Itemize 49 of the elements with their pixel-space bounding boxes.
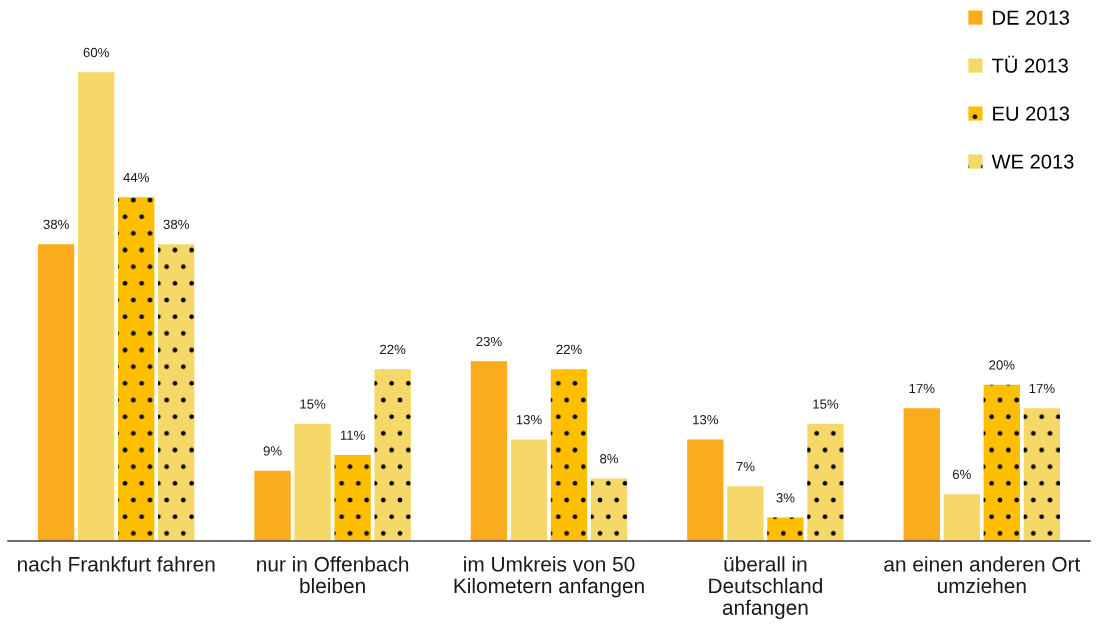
data-label: 38% bbox=[43, 219, 69, 230]
data-label: 7% bbox=[736, 461, 755, 472]
bar bbox=[294, 423, 331, 541]
bar bbox=[158, 244, 195, 541]
x-tick-label: im Umkreis von 50 Kilometern anfangen bbox=[454, 556, 644, 598]
legend-label: TÜ 2013 bbox=[991, 55, 1068, 73]
data-label: 15% bbox=[300, 399, 326, 409]
data-label: 9% bbox=[263, 446, 282, 456]
data-label: 3% bbox=[776, 493, 795, 503]
bar bbox=[767, 517, 804, 541]
data-label: 20% bbox=[989, 360, 1015, 370]
bar bbox=[37, 244, 75, 541]
data-label: 15% bbox=[813, 399, 839, 409]
data-label: 13% bbox=[516, 415, 542, 425]
bar bbox=[254, 470, 291, 541]
bar bbox=[118, 197, 155, 541]
legend-label: DE 2013 bbox=[993, 10, 1070, 25]
bar bbox=[903, 408, 940, 541]
data-label: 8% bbox=[600, 454, 619, 464]
data-label: 22% bbox=[556, 344, 582, 354]
legend-label: EU 2013 bbox=[993, 106, 1070, 121]
bar bbox=[943, 494, 980, 541]
bar bbox=[334, 455, 371, 541]
data-label: 13% bbox=[693, 415, 719, 425]
x-tick-label: an einen anderen Ort umziehen bbox=[884, 556, 1081, 594]
data-label: 23% bbox=[476, 336, 502, 347]
data-label: 60% bbox=[83, 47, 109, 58]
bar bbox=[983, 384, 1020, 541]
data-label: 17% bbox=[909, 383, 935, 394]
data-label: 6% bbox=[952, 469, 971, 480]
data-label: 22% bbox=[380, 344, 406, 354]
bar bbox=[470, 361, 508, 541]
bar bbox=[78, 72, 115, 541]
x-tick-label: überall in Deutschland anfangen bbox=[709, 556, 822, 620]
x-tick-label: nach Frankfurt fahren bbox=[18, 556, 215, 572]
bar bbox=[510, 439, 548, 541]
x-tick-label: nur in Offenbach bleiben bbox=[257, 556, 409, 594]
legend-label: WE 2013 bbox=[991, 154, 1074, 169]
bar bbox=[807, 423, 844, 541]
bar bbox=[1023, 408, 1061, 541]
bar bbox=[687, 439, 724, 541]
bar bbox=[374, 369, 411, 541]
data-label: 11% bbox=[340, 430, 365, 440]
data-label: 17% bbox=[1029, 383, 1055, 394]
bar bbox=[590, 478, 628, 541]
bar bbox=[727, 486, 764, 541]
data-label: 44% bbox=[123, 172, 149, 183]
bar bbox=[550, 369, 588, 541]
data-label: 38% bbox=[163, 219, 189, 230]
